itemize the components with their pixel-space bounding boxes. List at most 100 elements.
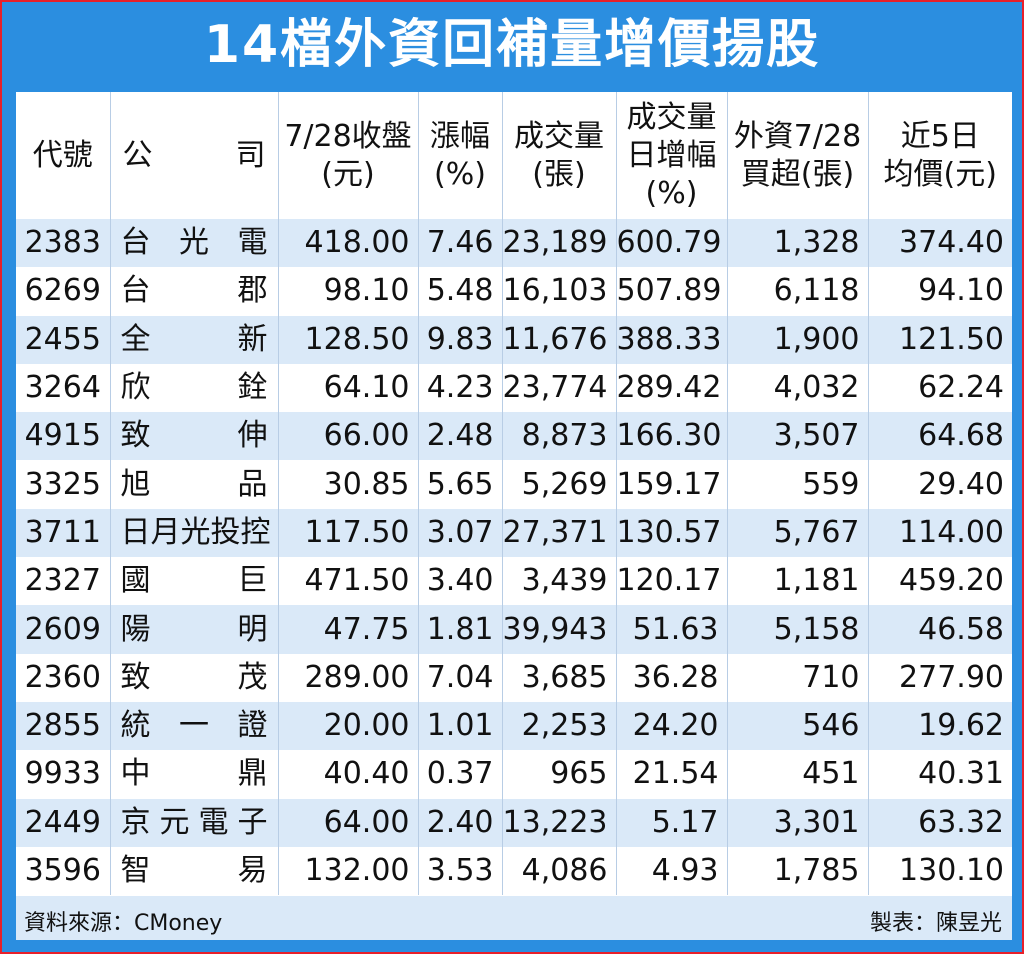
cell-foreign-buy: 451 xyxy=(726,750,868,799)
table-row: 2609 陽明 47.75 1.81 39,943 51.63 5,158 46.58 xyxy=(16,605,1012,654)
cell-volume: 13,223 xyxy=(501,798,616,847)
table-row: 3325 旭品 30.85 5.65 5,269 159.17 559 29.40 xyxy=(16,460,1012,509)
table-row: 2383 台光電 418.00 7.46 23,189 600.79 1,328 374.40 xyxy=(16,219,1012,268)
cell-close: 47.75 xyxy=(277,605,418,654)
table-body: 2383 台光電 418.00 7.46 23,189 600.79 1,328 374.40… xyxy=(16,219,1012,896)
cell-volume: 16,103 xyxy=(501,267,616,316)
cell-volume: 3,685 xyxy=(501,653,616,702)
table-row: 2327 國巨 471.50 3.40 3,439 120.17 1,181 459.20 xyxy=(16,557,1012,606)
cell-change: 0.37 xyxy=(417,750,502,799)
header-volume-growth: 成交量 日增幅 (%) xyxy=(615,92,727,219)
cell-avg5: 63.32 xyxy=(867,798,1012,847)
cell-close: 128.50 xyxy=(277,315,418,364)
cell-avg5: 459.20 xyxy=(867,557,1012,606)
cell-foreign-buy: 1,785 xyxy=(726,846,868,896)
cell-avg5: 374.40 xyxy=(867,219,1012,268)
cell-code: 3711 xyxy=(16,508,110,558)
cell-code: 6269 xyxy=(16,267,110,316)
cell-foreign-buy: 3,507 xyxy=(726,412,868,461)
cell-close: 418.00 xyxy=(277,219,418,268)
cell-foreign-buy: 546 xyxy=(726,701,868,751)
cell-change: 1.01 xyxy=(417,701,502,751)
cell-volume: 2,253 xyxy=(501,701,616,751)
cell-avg5: 130.10 xyxy=(867,846,1012,896)
cell-foreign-buy: 6,118 xyxy=(726,267,868,316)
stock-table: 代號 公 司 7/28收盤 (元) 漲幅 (%) 成交量 (張) 成交量 日增幅 (%) … xyxy=(16,92,1012,896)
cell-foreign-buy: 1,900 xyxy=(726,315,868,364)
cell-change: 3.53 xyxy=(417,846,502,896)
table-row: 3596 智易 132.00 3.53 4,086 4.93 1,785 130.10 xyxy=(16,846,1012,896)
cell-company: 中鼎 xyxy=(109,750,278,799)
cell-avg5: 62.24 xyxy=(867,363,1012,413)
cell-volume-growth: 130.57 xyxy=(615,508,727,558)
cell-code: 3264 xyxy=(16,363,110,413)
cell-close: 20.00 xyxy=(277,701,418,751)
cell-volume: 23,774 xyxy=(501,363,616,413)
cell-code: 2455 xyxy=(16,315,110,364)
cell-volume-growth: 507.89 xyxy=(615,267,727,316)
cell-foreign-buy: 1,181 xyxy=(726,557,868,606)
cell-volume-growth: 289.42 xyxy=(615,363,727,413)
cell-avg5: 46.58 xyxy=(867,605,1012,654)
cell-company: 全新 xyxy=(109,315,278,364)
cell-close: 64.00 xyxy=(277,798,418,847)
cell-code: 9933 xyxy=(16,750,110,799)
cell-code: 2855 xyxy=(16,701,110,751)
cell-company: 日月光投控 xyxy=(109,508,278,558)
cell-avg5: 277.90 xyxy=(867,653,1012,702)
page-title: 14檔外資回補量增價揚股 xyxy=(203,15,821,75)
cell-volume: 8,873 xyxy=(501,412,616,461)
cell-code: 4915 xyxy=(16,412,110,461)
cell-close: 117.50 xyxy=(277,508,418,558)
table-panel: 代號 公 司 7/28收盤 (元) 漲幅 (%) 成交量 (張) 成交量 日增幅 (%) … xyxy=(16,92,1012,940)
cell-volume: 5,269 xyxy=(501,460,616,509)
cell-volume-growth: 388.33 xyxy=(615,315,727,364)
cell-volume-growth: 36.28 xyxy=(615,653,727,702)
cell-volume-growth: 51.63 xyxy=(615,605,727,654)
cell-volume-growth: 24.20 xyxy=(615,701,727,751)
cell-company: 陽明 xyxy=(109,605,278,654)
cell-company: 旭品 xyxy=(109,460,278,509)
cell-volume-growth: 4.93 xyxy=(615,846,727,896)
cell-foreign-buy: 710 xyxy=(726,653,868,702)
header-company: 公 司 xyxy=(109,92,278,219)
cell-close: 132.00 xyxy=(277,846,418,896)
cell-close: 30.85 xyxy=(277,460,418,509)
cell-code: 2609 xyxy=(16,605,110,654)
table-row: 2360 致茂 289.00 7.04 3,685 36.28 710 277.90 xyxy=(16,653,1012,702)
cell-volume: 3,439 xyxy=(501,557,616,606)
cell-foreign-buy: 5,767 xyxy=(726,508,868,558)
cell-volume-growth: 5.17 xyxy=(615,798,727,847)
cell-code: 2449 xyxy=(16,798,110,847)
header-change: 漲幅 (%) xyxy=(417,92,502,219)
cell-company: 統一證 xyxy=(109,701,278,751)
cell-volume: 27,371 xyxy=(501,508,616,558)
table-row: 2455 全新 128.50 9.83 11,676 388.33 1,900 121.50 xyxy=(16,315,1012,364)
footer: 資料來源：CMoney 製表：陳昱光 xyxy=(16,896,1012,940)
cell-close: 40.40 xyxy=(277,750,418,799)
header-avg5: 近5日 均價(元) xyxy=(867,92,1012,219)
cell-close: 66.00 xyxy=(277,412,418,461)
cell-avg5: 29.40 xyxy=(867,460,1012,509)
header-row: 代號 公 司 7/28收盤 (元) 漲幅 (%) 成交量 (張) 成交量 日增幅 (%) … xyxy=(16,92,1012,219)
cell-change: 9.83 xyxy=(417,315,502,364)
cell-company: 台郡 xyxy=(109,267,278,316)
cell-company: 國巨 xyxy=(109,557,278,606)
cell-change: 4.23 xyxy=(417,363,502,413)
cell-foreign-buy: 5,158 xyxy=(726,605,868,654)
cell-volume: 11,676 xyxy=(501,315,616,364)
cell-volume-growth: 166.30 xyxy=(615,412,727,461)
cell-avg5: 40.31 xyxy=(867,750,1012,799)
source-note: 資料來源：CMoney xyxy=(24,911,223,936)
cell-code: 2327 xyxy=(16,557,110,606)
header-foreign-buy: 外資7/28 買超(張) xyxy=(726,92,868,219)
cell-change: 5.48 xyxy=(417,267,502,316)
cell-change: 1.81 xyxy=(417,605,502,654)
table-row: 3711 日月光投控 117.50 3.07 27,371 130.57 5,767 114.… xyxy=(16,508,1012,558)
cell-company: 致茂 xyxy=(109,653,278,702)
cell-change: 3.40 xyxy=(417,557,502,606)
table-row: 4915 致伸 66.00 2.48 8,873 166.30 3,507 64.68 xyxy=(16,412,1012,461)
cell-code: 2360 xyxy=(16,653,110,702)
maker-note: 製表：陳昱光 xyxy=(869,911,1002,936)
table-row: 6269 台郡 98.10 5.48 16,103 507.89 6,118 94.10 xyxy=(16,267,1012,316)
